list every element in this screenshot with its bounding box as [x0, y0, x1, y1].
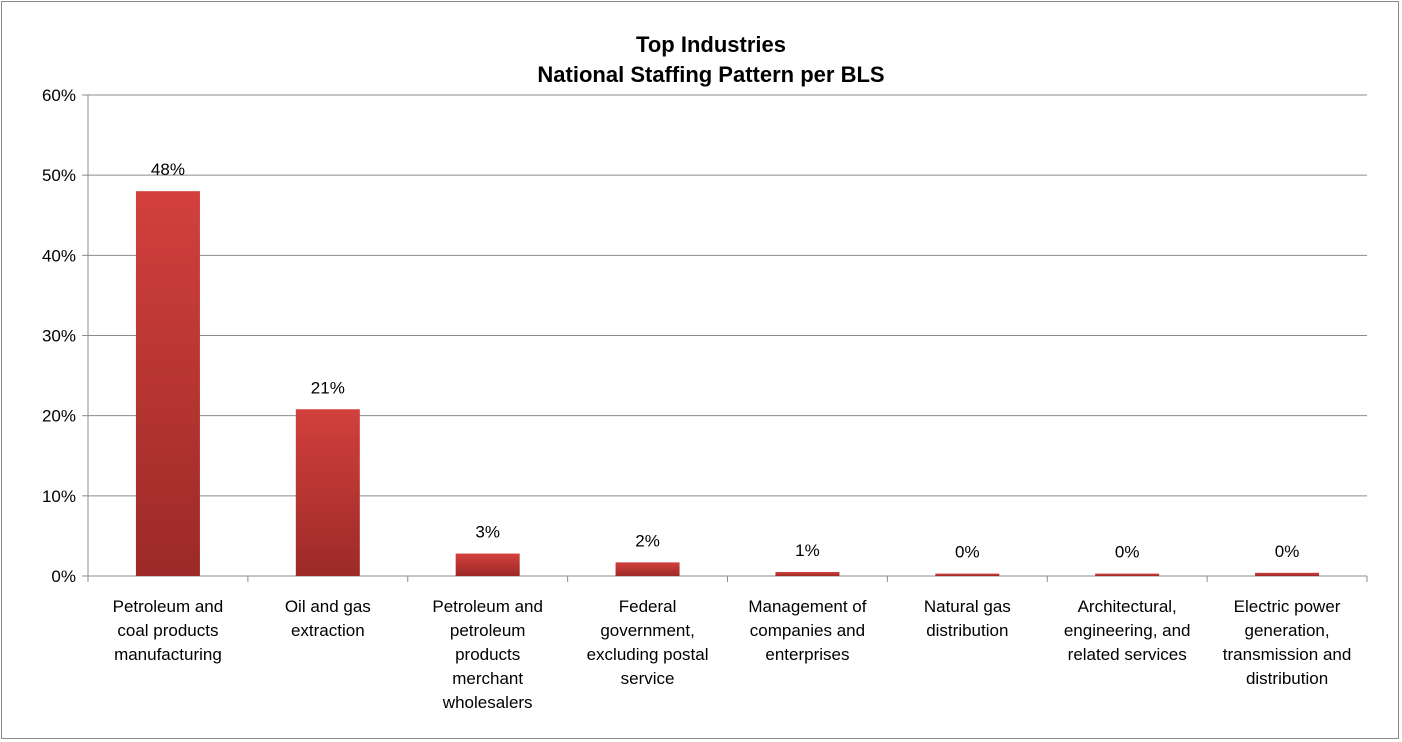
- bars: [135, 191, 1320, 576]
- x-axis-category-labels: Petroleum and coal products manufacturing O…: [113, 597, 1352, 712]
- bar: [135, 191, 200, 576]
- x-category-label-line: engineering, and: [1064, 621, 1191, 640]
- x-category-label-line: Management of: [748, 597, 866, 616]
- y-tick-label: 0%: [51, 567, 76, 586]
- x-category-label-line: Petroleum and: [432, 597, 543, 616]
- x-category-label-line: manufacturing: [114, 645, 222, 664]
- x-category-label-line: Oil and gas: [285, 597, 371, 616]
- bar: [1095, 573, 1160, 576]
- x-category-label: Federal government, excluding postal servic…: [587, 597, 709, 688]
- x-category-label-line: wholesalers: [442, 693, 533, 712]
- x-category-label-line: distribution: [1246, 669, 1328, 688]
- x-category-label: Management of companies and enterprises: [748, 597, 866, 664]
- bar: [295, 409, 360, 576]
- chart-title: Top Industries National Staffing Pattern…: [537, 32, 884, 87]
- y-axis-tick-labels: 0% 10% 20% 30% 40% 50% 60%: [42, 86, 88, 586]
- bar: [775, 571, 840, 576]
- x-category-label: Petroleum and petroleum products merchant wh…: [432, 597, 543, 712]
- x-category-label-line: extraction: [291, 621, 365, 640]
- x-category-label-line: distribution: [926, 621, 1008, 640]
- gridlines: [88, 94, 1367, 497]
- data-label: 2%: [635, 531, 660, 550]
- chart-title-line-2: National Staffing Pattern per BLS: [537, 62, 884, 87]
- data-label: 0%: [1275, 542, 1300, 561]
- bar: [1255, 572, 1320, 576]
- x-category-label-line: Federal: [619, 597, 677, 616]
- x-category-label: Natural gas distribution: [924, 597, 1011, 640]
- x-category-label-line: generation,: [1245, 621, 1330, 640]
- x-category-label-line: Natural gas: [924, 597, 1011, 616]
- x-category-label-line: companies and: [750, 621, 865, 640]
- x-category-label-line: related services: [1068, 645, 1187, 664]
- data-label: 1%: [795, 541, 820, 560]
- y-tick-label: 50%: [42, 166, 76, 185]
- x-category-label-line: Petroleum and: [113, 597, 224, 616]
- x-category-label-line: enterprises: [765, 645, 849, 664]
- x-category-label-line: government,: [600, 621, 695, 640]
- x-category-label: Architectural, engineering, and related se…: [1064, 597, 1191, 664]
- x-category-label: Electric power generation, transmission an…: [1223, 597, 1352, 688]
- bar: [455, 553, 520, 576]
- data-label: 0%: [1115, 543, 1140, 562]
- y-tick-label: 40%: [42, 246, 76, 265]
- x-category-label-line: petroleum: [450, 621, 526, 640]
- y-tick-label: 60%: [42, 86, 76, 105]
- data-label: 21%: [311, 378, 345, 397]
- chart-title-line-1: Top Industries: [636, 32, 786, 57]
- data-label: 48%: [151, 160, 185, 179]
- x-category-label-line: transmission and: [1223, 645, 1352, 664]
- x-category-label-line: merchant: [452, 669, 523, 688]
- x-category-label-line: Architectural,: [1078, 597, 1177, 616]
- data-label: 3%: [475, 523, 500, 542]
- y-tick-label: 30%: [42, 327, 76, 346]
- bar: [615, 562, 680, 576]
- x-category-label-line: products: [455, 645, 520, 664]
- x-category-label-line: service: [621, 669, 675, 688]
- bar: [935, 573, 1000, 576]
- x-category-label: Petroleum and coal products manufacturing: [113, 597, 224, 664]
- x-category-label: Oil and gas extraction: [285, 597, 371, 640]
- y-tick-label: 10%: [42, 487, 76, 506]
- y-tick-label: 20%: [42, 407, 76, 426]
- x-category-label-line: excluding postal: [587, 645, 709, 664]
- data-label: 0%: [955, 543, 980, 562]
- axes: [87, 95, 1368, 582]
- x-category-label-line: coal products: [117, 621, 218, 640]
- x-category-label-line: Electric power: [1234, 597, 1341, 616]
- data-labels: 48% 21% 3% 2% 1% 0% 0% 0%: [151, 160, 1299, 561]
